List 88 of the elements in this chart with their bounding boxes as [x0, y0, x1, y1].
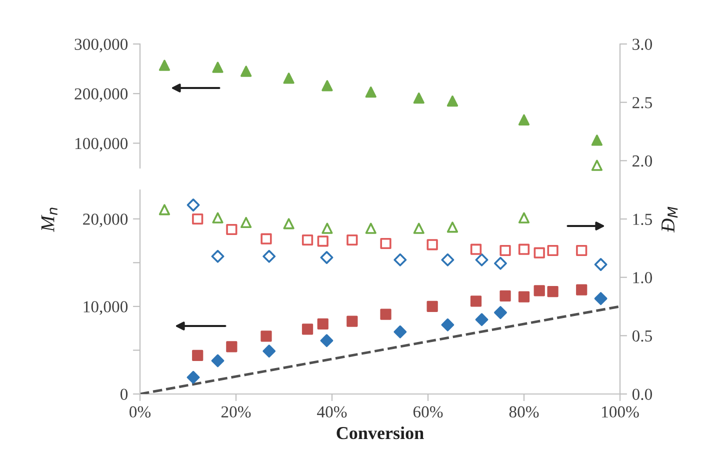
point: [211, 250, 224, 263]
y-tick-label: 10,000: [84, 301, 128, 315]
point: [226, 341, 238, 352]
y2-tick-label: 1.0: [633, 272, 652, 284]
point: [534, 247, 545, 258]
x-tick-label: 60%: [413, 406, 443, 418]
point: [365, 222, 376, 234]
point: [226, 224, 238, 236]
point: [547, 286, 558, 298]
point: [426, 239, 438, 250]
y2-tick-label: 1.5: [633, 214, 652, 226]
point: [494, 306, 507, 320]
x-tick-label: 20%: [221, 406, 251, 418]
point: [158, 60, 170, 71]
point: [500, 244, 511, 256]
point: [302, 324, 314, 335]
point: [317, 318, 328, 330]
point: [446, 95, 458, 107]
point: [302, 234, 314, 246]
y-tick-label: 20,000: [83, 214, 128, 228]
y-tick-label: 0: [120, 388, 128, 400]
point: [186, 198, 200, 212]
point: [594, 258, 608, 271]
point: [320, 334, 334, 348]
y2-axis-title: Đ$_{M}$: [662, 206, 678, 233]
point: [594, 292, 608, 306]
point: [426, 300, 438, 312]
point: [317, 236, 328, 247]
point: [322, 222, 333, 234]
point: [192, 213, 204, 225]
x-axis-title: Conversion: [336, 426, 424, 440]
point: [475, 313, 488, 326]
point: [470, 296, 482, 307]
point: [518, 212, 530, 224]
y-tick-label: 100,000: [75, 138, 128, 152]
point: [547, 244, 558, 256]
point: [283, 218, 294, 230]
point: [394, 253, 407, 266]
point: [283, 72, 294, 84]
y2-tick-label: 3.0: [632, 38, 652, 50]
point: [500, 290, 511, 302]
point: [591, 134, 603, 146]
point: [576, 284, 588, 296]
y-tick-label: 200,000: [74, 88, 128, 102]
point: [365, 86, 376, 98]
y2-tick-label: 0.5: [632, 330, 652, 342]
point: [446, 222, 458, 233]
point: [320, 251, 334, 264]
point: [260, 233, 272, 244]
point: [346, 316, 358, 327]
point: [576, 244, 588, 256]
point: [260, 330, 272, 342]
point: [322, 80, 333, 92]
point: [212, 212, 224, 224]
point: [158, 204, 170, 216]
point: [262, 250, 276, 263]
point: [394, 325, 407, 338]
y-axis-title: M$_{n}$: [41, 208, 58, 232]
point: [212, 62, 224, 73]
point: [211, 354, 224, 368]
point: [413, 222, 424, 234]
y2-tick-label: 2.5: [632, 97, 652, 108]
point: [441, 253, 454, 266]
point: [441, 318, 454, 332]
point: [518, 114, 530, 126]
point: [240, 216, 252, 228]
point: [518, 244, 530, 255]
point: [380, 238, 392, 250]
point: [380, 308, 392, 320]
point: [186, 370, 200, 384]
point: [346, 234, 358, 246]
point: [413, 92, 424, 104]
x-tick-label: 100%: [602, 406, 639, 418]
point: [591, 160, 603, 171]
point: [240, 66, 252, 77]
x-tick-label: 40%: [317, 406, 347, 418]
x-tick-label: 0%: [130, 406, 151, 418]
point: [470, 244, 482, 255]
point: [475, 253, 488, 266]
x-tick-label: 80%: [509, 406, 539, 418]
y-tick-label: 300,000: [74, 38, 128, 52]
y2-tick-label: 0.0: [632, 388, 652, 400]
point: [534, 285, 545, 296]
point: [518, 291, 530, 302]
y2-tick-label: 2.0: [632, 155, 652, 167]
point: [192, 350, 204, 362]
point: [262, 344, 276, 358]
point: [494, 256, 507, 270]
